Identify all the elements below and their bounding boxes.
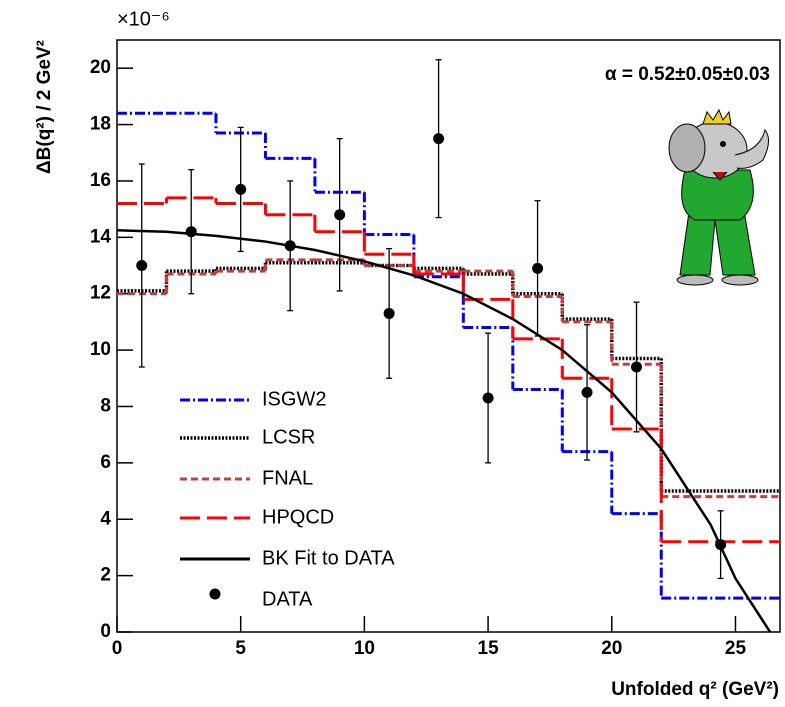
y-tick-label: 18 (90, 114, 111, 135)
data-point (715, 539, 727, 551)
legend-label: DATA (262, 588, 313, 610)
data-point (136, 260, 148, 272)
mascot (668, 108, 769, 286)
legend-label: ISGW2 (262, 388, 326, 410)
y-axis-label: ΔB(q²) / 2 GeV² (34, 40, 55, 174)
y-tick-label: 4 (100, 508, 111, 529)
legend-label: LCSR (262, 426, 315, 448)
data-point (482, 392, 494, 404)
data-point (433, 133, 445, 145)
y-tick-label: 16 (90, 170, 111, 191)
x-tick-label: 0 (112, 638, 123, 659)
y-tick-label: 8 (100, 395, 111, 416)
x-tick-label: 20 (601, 638, 622, 659)
legend-label: FNAL (262, 467, 313, 489)
y-tick-label: 0 (100, 621, 111, 642)
data-point (185, 226, 197, 238)
data-point (532, 262, 544, 274)
data-point (383, 307, 395, 319)
y-tick-label: 12 (90, 283, 111, 304)
fit-curve (116, 229, 772, 633)
legend-label: HPQCD (262, 506, 334, 528)
x-tick-label: 25 (725, 638, 747, 659)
y-tick-label: 14 (90, 226, 112, 247)
x-tick-label: 5 (235, 638, 246, 659)
data-point (235, 183, 247, 195)
data-point (284, 240, 296, 252)
legend-label: BK Fit to DATA (262, 547, 395, 569)
x-axis-label: Unfolded q² (GeV²) (611, 679, 779, 700)
y-tick-label: 6 (100, 452, 111, 473)
multiplier: ×10⁻⁶ (117, 8, 170, 30)
plot-frame (116, 39, 781, 633)
data-point (631, 361, 643, 373)
legend-swatch (209, 588, 221, 600)
annotation: α = 0.52±0.05±0.03 (605, 64, 770, 85)
y-tick-label: 20 (90, 57, 111, 78)
y-tick-label: 10 (90, 339, 111, 360)
data-point (581, 386, 593, 398)
data-point (334, 209, 346, 221)
y-tick-label: 2 (100, 565, 111, 586)
x-tick-label: 10 (354, 638, 375, 659)
x-tick-label: 15 (478, 638, 500, 659)
